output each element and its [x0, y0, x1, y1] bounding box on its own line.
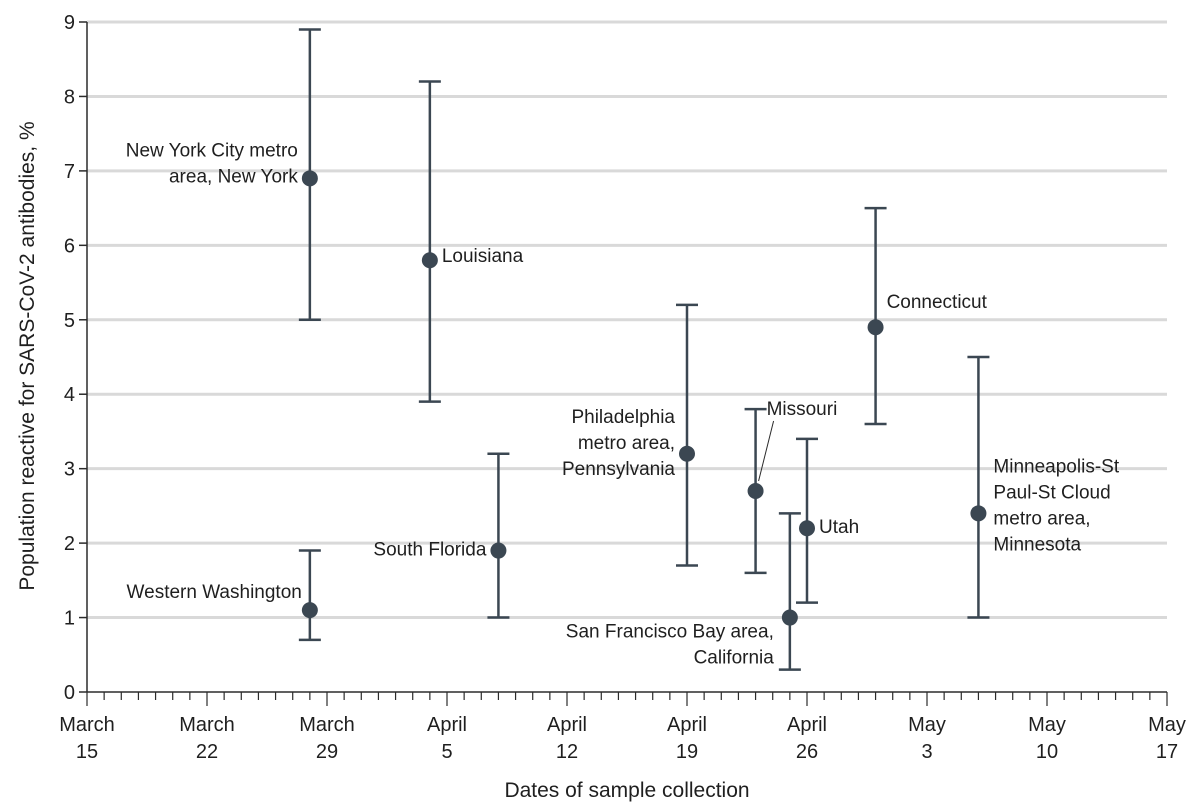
point-label: Paul-St Cloud [993, 482, 1110, 503]
x-axis-ticks: March 15 March 22 March 29 April 5 April 12 April 1… [59, 692, 1186, 763]
point-label: San Francisco Bay area, [566, 622, 774, 643]
data-point [301, 170, 318, 187]
point-label: area, New York [169, 166, 298, 187]
x-axis-title: Dates of sample collection [504, 779, 749, 802]
x-tick-label-month: March [179, 714, 235, 736]
label-leader-line [758, 420, 775, 482]
x-tick-label-month: April [787, 714, 827, 736]
x-tick-label-month: March [299, 714, 355, 736]
y-tick-label-2: 2 [64, 533, 75, 555]
data-point [301, 602, 318, 619]
y-tick-label-6: 6 [64, 235, 75, 257]
point-label: Western Washington [127, 582, 302, 603]
y-tick-label-8: 8 [64, 86, 75, 108]
y-tick-label-4: 4 [64, 384, 75, 406]
x-tick-label-day: 3 [921, 741, 932, 763]
data-point [970, 505, 987, 522]
point-label: Philadelphia [571, 407, 675, 428]
x-tick-label-day: 12 [556, 741, 578, 763]
point-label: Minnesota [993, 534, 1081, 555]
point-label: Minneapolis-St [993, 456, 1119, 477]
point-label: Connecticut [887, 292, 988, 313]
x-tick-label-month: May [1028, 714, 1066, 736]
x-tick-label-day: 22 [196, 741, 218, 763]
point-label: Utah [819, 517, 859, 538]
y-tick-label-1: 1 [64, 608, 75, 630]
y-tick-label-3: 3 [64, 459, 75, 481]
data-point [799, 520, 815, 537]
point-label: Pennsylvania [562, 459, 675, 480]
data-point [747, 483, 764, 499]
x-tick-label-day: 5 [441, 741, 452, 763]
x-tick-label-day: 26 [796, 741, 818, 763]
data-point [781, 609, 798, 626]
point-label: California [694, 648, 775, 669]
y-tick-label-0: 0 [64, 682, 75, 704]
error-bars [298, 28, 990, 671]
x-tick-label-day: 15 [76, 741, 98, 763]
data-points [301, 170, 987, 626]
x-tick-label-month: May [908, 714, 946, 736]
y-tick-label-9: 9 [64, 12, 75, 34]
data-point [490, 542, 507, 559]
y-axis-title: Population reactive for SARS-CoV-2 antib… [16, 121, 39, 590]
x-tick-label-month: April [427, 714, 467, 736]
y-axis-ticks: 0 1 2 3 4 5 6 7 8 9 [64, 12, 87, 704]
x-tick-label-month: May [1148, 714, 1186, 736]
x-tick-label-day: 10 [1036, 741, 1058, 763]
point-label: metro area, [993, 508, 1090, 529]
point-label: Louisiana [442, 246, 524, 267]
point-label: Missouri [767, 399, 838, 420]
point-label: New York City metro [126, 140, 298, 161]
x-tick-label-day: 17 [1156, 741, 1178, 763]
data-point [867, 319, 884, 336]
y-tick-label-7: 7 [64, 161, 75, 183]
x-tick-label-month: April [547, 714, 587, 736]
data-point [421, 252, 438, 269]
y-tick-label-5: 5 [64, 310, 75, 332]
x-tick-label-day: 29 [316, 741, 338, 763]
point-label: South Florida [373, 540, 486, 561]
x-tick-label-month: April [667, 714, 707, 736]
point-label: metro area, [578, 433, 675, 454]
x-tick-label-month: March [59, 714, 115, 736]
axes [86, 22, 1167, 693]
point-labels: New York City metro area, New York Western… [126, 140, 1120, 668]
data-point [679, 445, 695, 462]
gridlines [87, 20, 1167, 620]
x-tick-label-day: 19 [676, 741, 698, 763]
